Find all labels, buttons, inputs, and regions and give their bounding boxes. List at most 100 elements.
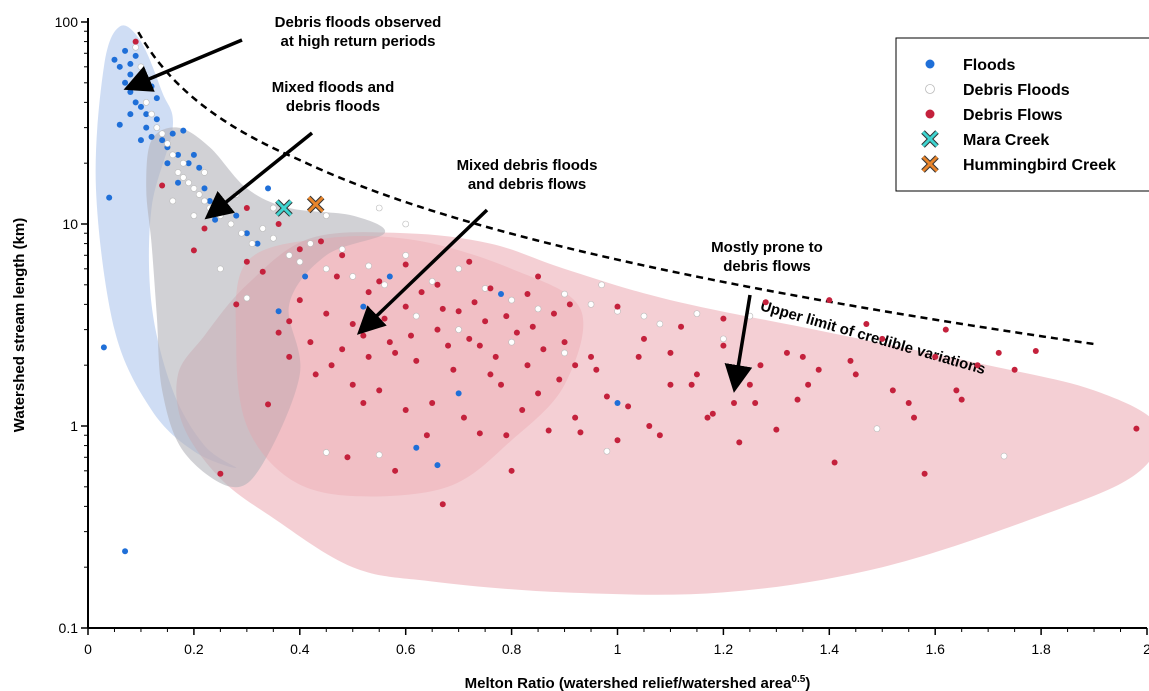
debris-flows-point (296, 246, 303, 253)
debris-flows-point (349, 381, 356, 388)
debris-flows-point (905, 399, 912, 406)
x-tick-label: 1.4 (820, 641, 840, 657)
debris-flows-point (831, 459, 838, 466)
debris-flows-point (815, 366, 822, 373)
debris-floods-point (365, 262, 372, 270)
debris-floods-point (201, 197, 208, 205)
debris-flows-point (243, 258, 250, 265)
debris-flows-point (498, 381, 505, 388)
floods-point (455, 390, 462, 397)
debris-floods-point (1000, 452, 1008, 460)
debris-floods-point (142, 99, 150, 106)
debris-floods-point (587, 301, 595, 308)
x-tick-label: 2 (1143, 641, 1149, 657)
debris-floods-point (561, 349, 568, 357)
debris-floods-point (873, 425, 881, 432)
debris-flows-point (508, 467, 515, 474)
debris-floods-point (270, 234, 277, 242)
x-tick-label: 1.6 (925, 641, 945, 657)
debris-flows-point (519, 407, 526, 414)
debris-flows-point (889, 387, 896, 394)
debris-flows-point (879, 335, 886, 342)
debris-floods-point (508, 296, 515, 304)
floods-point (233, 212, 240, 219)
floods-point (100, 344, 107, 351)
debris-flows-point (932, 353, 939, 360)
debris-floods-point (375, 204, 383, 212)
floods-point (111, 56, 118, 63)
debris-flows-point (535, 273, 542, 280)
debris-flows-point (450, 366, 457, 373)
x-tick-label: 1.2 (714, 641, 734, 657)
floods-point (153, 116, 160, 123)
floods-point (614, 399, 621, 406)
debris-flows-point (286, 353, 293, 360)
debris-flows-point (995, 349, 1002, 356)
floods-point (164, 160, 171, 167)
debris-flows-point (572, 362, 579, 369)
upper-limit-line (137, 31, 1097, 346)
debris-floods-point (338, 245, 346, 253)
debris-flows-point (402, 407, 409, 414)
debris-flows-point (471, 299, 478, 306)
hummingbird-creek-marker (306, 195, 325, 214)
debris-flows-point (704, 414, 711, 421)
floods-point (190, 151, 197, 158)
y-tick-label: 100 (55, 14, 79, 30)
annotation-arrow (123, 38, 243, 92)
mara-creek-marker (275, 199, 293, 217)
debris-flows-point (243, 205, 250, 212)
debris-flows-point (635, 353, 642, 360)
debris-flows-point (339, 346, 346, 353)
debris-flows-point (762, 299, 769, 306)
debris-floods-point (322, 212, 330, 219)
floods-point (175, 151, 182, 158)
debris-flows-point (323, 310, 330, 317)
x-tick-label: 0.4 (290, 641, 310, 657)
debris-floods-point (455, 326, 462, 333)
debris-flows-point (312, 371, 319, 378)
debris-flows-point (275, 221, 282, 227)
floods-point (132, 99, 139, 106)
floods-point (116, 121, 123, 128)
floods-point (122, 548, 129, 555)
legend-label: Hummingbird Creek (963, 157, 1116, 174)
debris-flows-point (132, 38, 139, 45)
debris-flows-point (159, 182, 166, 189)
debris-floods-point (322, 449, 330, 456)
debris-flows-point (466, 258, 473, 265)
debris-flows-point (439, 501, 446, 508)
floods-point (302, 273, 309, 280)
debris-flows-point (503, 432, 510, 439)
debris-floods-point (285, 251, 293, 259)
debris-floods-point (217, 265, 224, 273)
debris-flows-point (217, 470, 224, 477)
debris-floods-point (603, 447, 611, 455)
debris-flows-point (550, 310, 557, 317)
legend-label: Debris Floods (963, 82, 1070, 99)
debris-flows-point (360, 399, 367, 406)
marker-stroke (275, 199, 292, 217)
debris-floods-point (180, 174, 187, 181)
annotations-layer: Debris floods observed at high return per… (123, 14, 823, 393)
debris-flows-point (535, 390, 542, 397)
debris-floods-point (561, 290, 568, 298)
debris-flows-point (344, 454, 351, 461)
annotation-arrow (724, 294, 753, 393)
debris-flows-point (445, 342, 452, 349)
y-tick-label: 10 (62, 216, 78, 232)
debris-floods-point (180, 159, 187, 167)
debris-flows-point (349, 320, 356, 327)
debris-floods-point (227, 220, 235, 228)
debris-floods-point (693, 310, 701, 317)
floods-point (254, 240, 261, 247)
debris-floods-point (349, 273, 357, 280)
x-tick-label: 1 (614, 641, 622, 657)
floods-point (143, 124, 150, 131)
annotation-text: Debris floods observed at high return per… (275, 14, 442, 50)
debris-flows-point (794, 396, 801, 403)
legend-box (895, 37, 1149, 192)
debris-floods-point (481, 285, 489, 292)
floods-point (127, 89, 134, 96)
